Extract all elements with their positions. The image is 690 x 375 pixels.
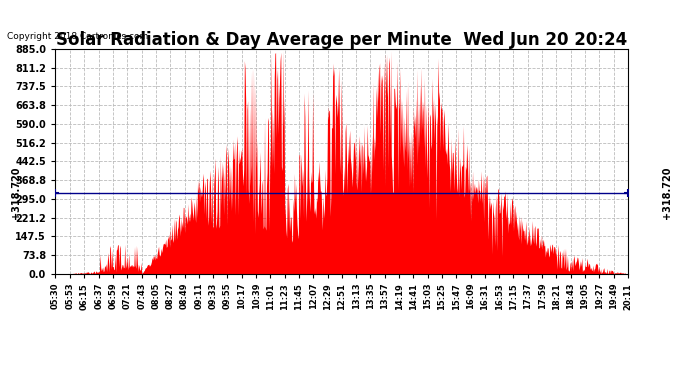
Text: +318.720: +318.720 bbox=[11, 166, 21, 219]
Text: Copyright 2018 Cartronics.com: Copyright 2018 Cartronics.com bbox=[7, 32, 148, 41]
Text: +318.720: +318.720 bbox=[662, 166, 672, 219]
Title: Solar Radiation & Day Average per Minute  Wed Jun 20 20:24: Solar Radiation & Day Average per Minute… bbox=[56, 31, 627, 49]
